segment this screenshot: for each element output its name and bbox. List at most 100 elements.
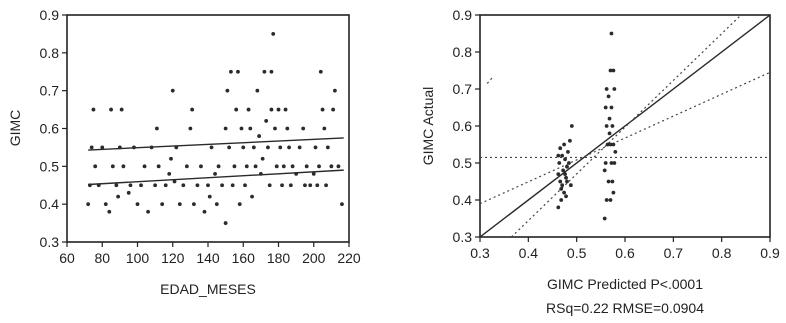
left-data-point (266, 145, 270, 150)
left-data-point (184, 164, 189, 169)
left-data-point (262, 69, 267, 74)
left-data-point (213, 172, 217, 176)
right-data-point (613, 150, 618, 154)
right-x-tick-label: 0.8 (712, 245, 732, 261)
left-data-point (89, 145, 94, 150)
left-data-point (320, 107, 325, 112)
right-fit-line (480, 15, 770, 237)
left-data-point (207, 194, 212, 199)
left-x-tick-label: 160 (232, 250, 256, 266)
right-x-tick-label: 0.6 (615, 245, 635, 261)
left-data-point (227, 145, 232, 150)
left-data-point (117, 145, 122, 150)
right-data-point (602, 168, 607, 173)
left-data-point (246, 107, 251, 112)
left-data-point (202, 209, 207, 214)
left-data-point (206, 183, 210, 188)
left-data-point (216, 164, 221, 169)
right-data-point (566, 150, 570, 154)
left-data-point (250, 194, 254, 199)
left-data-point (237, 202, 242, 207)
left-data-point (283, 107, 288, 112)
right-data-point (568, 138, 572, 143)
left-data-point (303, 183, 307, 188)
left-data-point (163, 183, 168, 188)
left-data-point (167, 172, 172, 176)
left-data-point (241, 145, 246, 150)
right-y-tick-label: 0.4 (453, 192, 473, 208)
left-data-point (317, 164, 321, 169)
left-x-tick-label: 120 (161, 250, 185, 266)
left-data-point (96, 183, 101, 188)
left-data-point (199, 164, 203, 169)
right-data-point (556, 205, 561, 210)
right-y-tick-label: 0.6 (453, 118, 473, 134)
left-data-point (156, 164, 161, 169)
right-data-point (558, 146, 563, 151)
left-data-point (116, 194, 121, 199)
right-data-point (604, 198, 609, 202)
left-data-point (269, 107, 274, 112)
right-data-point (564, 194, 568, 199)
left-data-point (169, 156, 173, 161)
left-data-point (329, 164, 334, 169)
left-data-point (128, 183, 133, 188)
left-data-point (86, 202, 91, 207)
left-data-point (225, 88, 230, 93)
left-data-point (188, 126, 193, 131)
right-data-point (565, 179, 569, 184)
left-data-point (304, 164, 309, 169)
left-data-point (318, 69, 323, 74)
left-data-point (100, 145, 105, 150)
left-data-point (103, 202, 108, 207)
left-data-point (93, 164, 98, 169)
left-data-point (258, 172, 263, 176)
left-data-point (214, 202, 219, 207)
right-data-point (560, 153, 565, 158)
left-x-tick-label: 60 (59, 250, 75, 266)
left-data-point (139, 183, 143, 188)
right-data-point (565, 164, 569, 169)
left-y-tick-label: 0.5 (40, 158, 60, 174)
left-data-point (177, 202, 182, 207)
right-x-tick-label: 0.9 (760, 245, 780, 261)
left-data-point (192, 202, 196, 207)
left-data-point (255, 88, 260, 93)
right-data-point (608, 198, 613, 202)
left-data-point (209, 145, 214, 150)
right-data-point (556, 172, 561, 177)
right-data-point (609, 31, 614, 36)
right-data-point (605, 142, 610, 147)
right-data-point (612, 161, 617, 165)
right-data-point (603, 161, 608, 165)
left-data-point (271, 32, 276, 36)
left-data-point (195, 183, 200, 188)
left-data-point (260, 156, 265, 161)
left-y-axis-title: GIMC (7, 110, 23, 147)
left-data-point (253, 164, 258, 169)
left-x-tick-label: 200 (302, 250, 326, 266)
left-data-point (172, 179, 177, 184)
left-y-tick-label: 0.3 (40, 234, 60, 250)
left-data-point (336, 164, 341, 169)
left-data-point (110, 164, 115, 169)
left-data-point (126, 190, 131, 195)
right-data-point (561, 168, 566, 173)
right-confidence-curve (486, 77, 493, 84)
right-data-point (563, 172, 567, 177)
left-data-point (244, 164, 249, 169)
right-data-point (567, 161, 571, 165)
left-data-point (325, 145, 330, 150)
left-data-point (290, 164, 295, 169)
left-data-point (114, 183, 119, 188)
right-data-point (612, 87, 617, 91)
right-data-point (609, 105, 614, 110)
right-y-tick-label: 0.9 (453, 7, 473, 23)
left-x-tick-label: 80 (94, 250, 110, 266)
left-data-point (135, 202, 140, 207)
left-data-point (220, 183, 225, 188)
right-data-point (606, 94, 611, 99)
left-data-point (294, 172, 299, 176)
left-data-point (232, 164, 237, 169)
